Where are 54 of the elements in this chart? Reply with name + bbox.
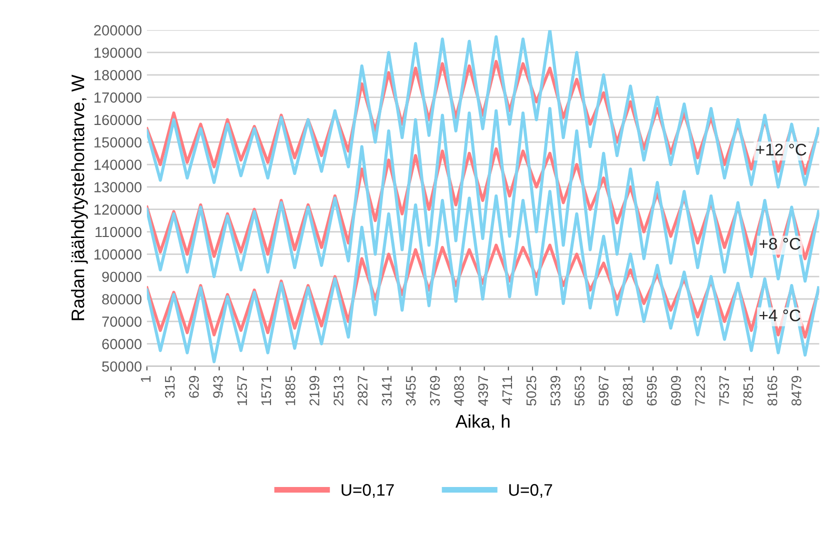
line-series	[146, 190, 820, 364]
x-tick-label: 2513	[334, 376, 344, 406]
x-tick-label: 1	[140, 376, 150, 382]
line-series	[146, 106, 820, 283]
x-tick-label: 6595	[646, 376, 657, 406]
x-tick-label: 8479	[792, 376, 802, 406]
x-tick-label: 6909	[671, 376, 681, 406]
y-tick-label: 80000	[102, 294, 142, 304]
annotation: +4 °C	[760, 309, 800, 322]
x-tick-label: 4397	[478, 376, 488, 406]
x-tick-label: 4083	[454, 376, 464, 406]
x-tick-label: 1257	[237, 376, 248, 406]
annotation: +8 °C	[760, 238, 800, 250]
y-tick-label: 70000	[102, 316, 142, 327]
x-tick-label: 3769	[430, 376, 440, 406]
y-axis-title: Radan jäähdytystehontarve, W	[71, 74, 88, 320]
y-tick-label: 100000	[94, 249, 142, 260]
x-tick-label: 315	[164, 376, 175, 398]
x-tick-label: 4711	[502, 376, 512, 405]
y-tick-label: 140000	[94, 160, 142, 170]
y-tick-label: 110000	[96, 226, 142, 238]
y-tick-label: 190000	[94, 48, 142, 58]
x-tick-label: 5025	[526, 376, 536, 406]
x-tick-label: 1571	[261, 376, 272, 406]
x-tick-label: 2827	[358, 376, 368, 406]
y-tick-label: 120000	[94, 204, 142, 215]
y-tick-label: 160000	[94, 114, 142, 126]
y-tick-label: 150000	[94, 137, 142, 148]
y-tick-label: 60000	[102, 338, 142, 350]
legend-label: U=0,17	[342, 484, 394, 498]
y-tick-label: 130000	[94, 182, 142, 192]
x-tick-label: 7223	[695, 376, 705, 406]
x-tick-label: 7851	[743, 376, 754, 406]
x-tick-label: 8165	[767, 376, 778, 406]
y-tick-label: 90000	[102, 272, 142, 282]
x-tick-label: 629	[189, 376, 199, 398]
x-tick-label: 1885	[285, 376, 296, 406]
x-tick-label: 943	[213, 376, 223, 398]
x-tick-label: 7537	[719, 376, 730, 406]
x-tick-label: 3455	[406, 376, 416, 406]
y-tick-label: 50000	[102, 361, 142, 372]
line-series	[146, 30, 820, 188]
x-tick-label: 2199	[310, 376, 320, 406]
x-tick-label: 5653	[574, 376, 584, 406]
x-tick-label: 3141	[382, 376, 392, 406]
y-tick-label: 200000	[94, 25, 142, 36]
x-tick-label: 5967	[598, 376, 609, 406]
x-axis-title: Aika, h	[456, 414, 510, 430]
x-tick-label: 5339	[550, 376, 560, 406]
annotation: +12 °C	[756, 144, 806, 156]
x-tick-label: 6281	[622, 376, 633, 406]
legend-label: U=0,7	[509, 484, 552, 498]
y-tick-label: 180000	[94, 70, 142, 80]
y-tick-label: 170000	[94, 92, 142, 103]
